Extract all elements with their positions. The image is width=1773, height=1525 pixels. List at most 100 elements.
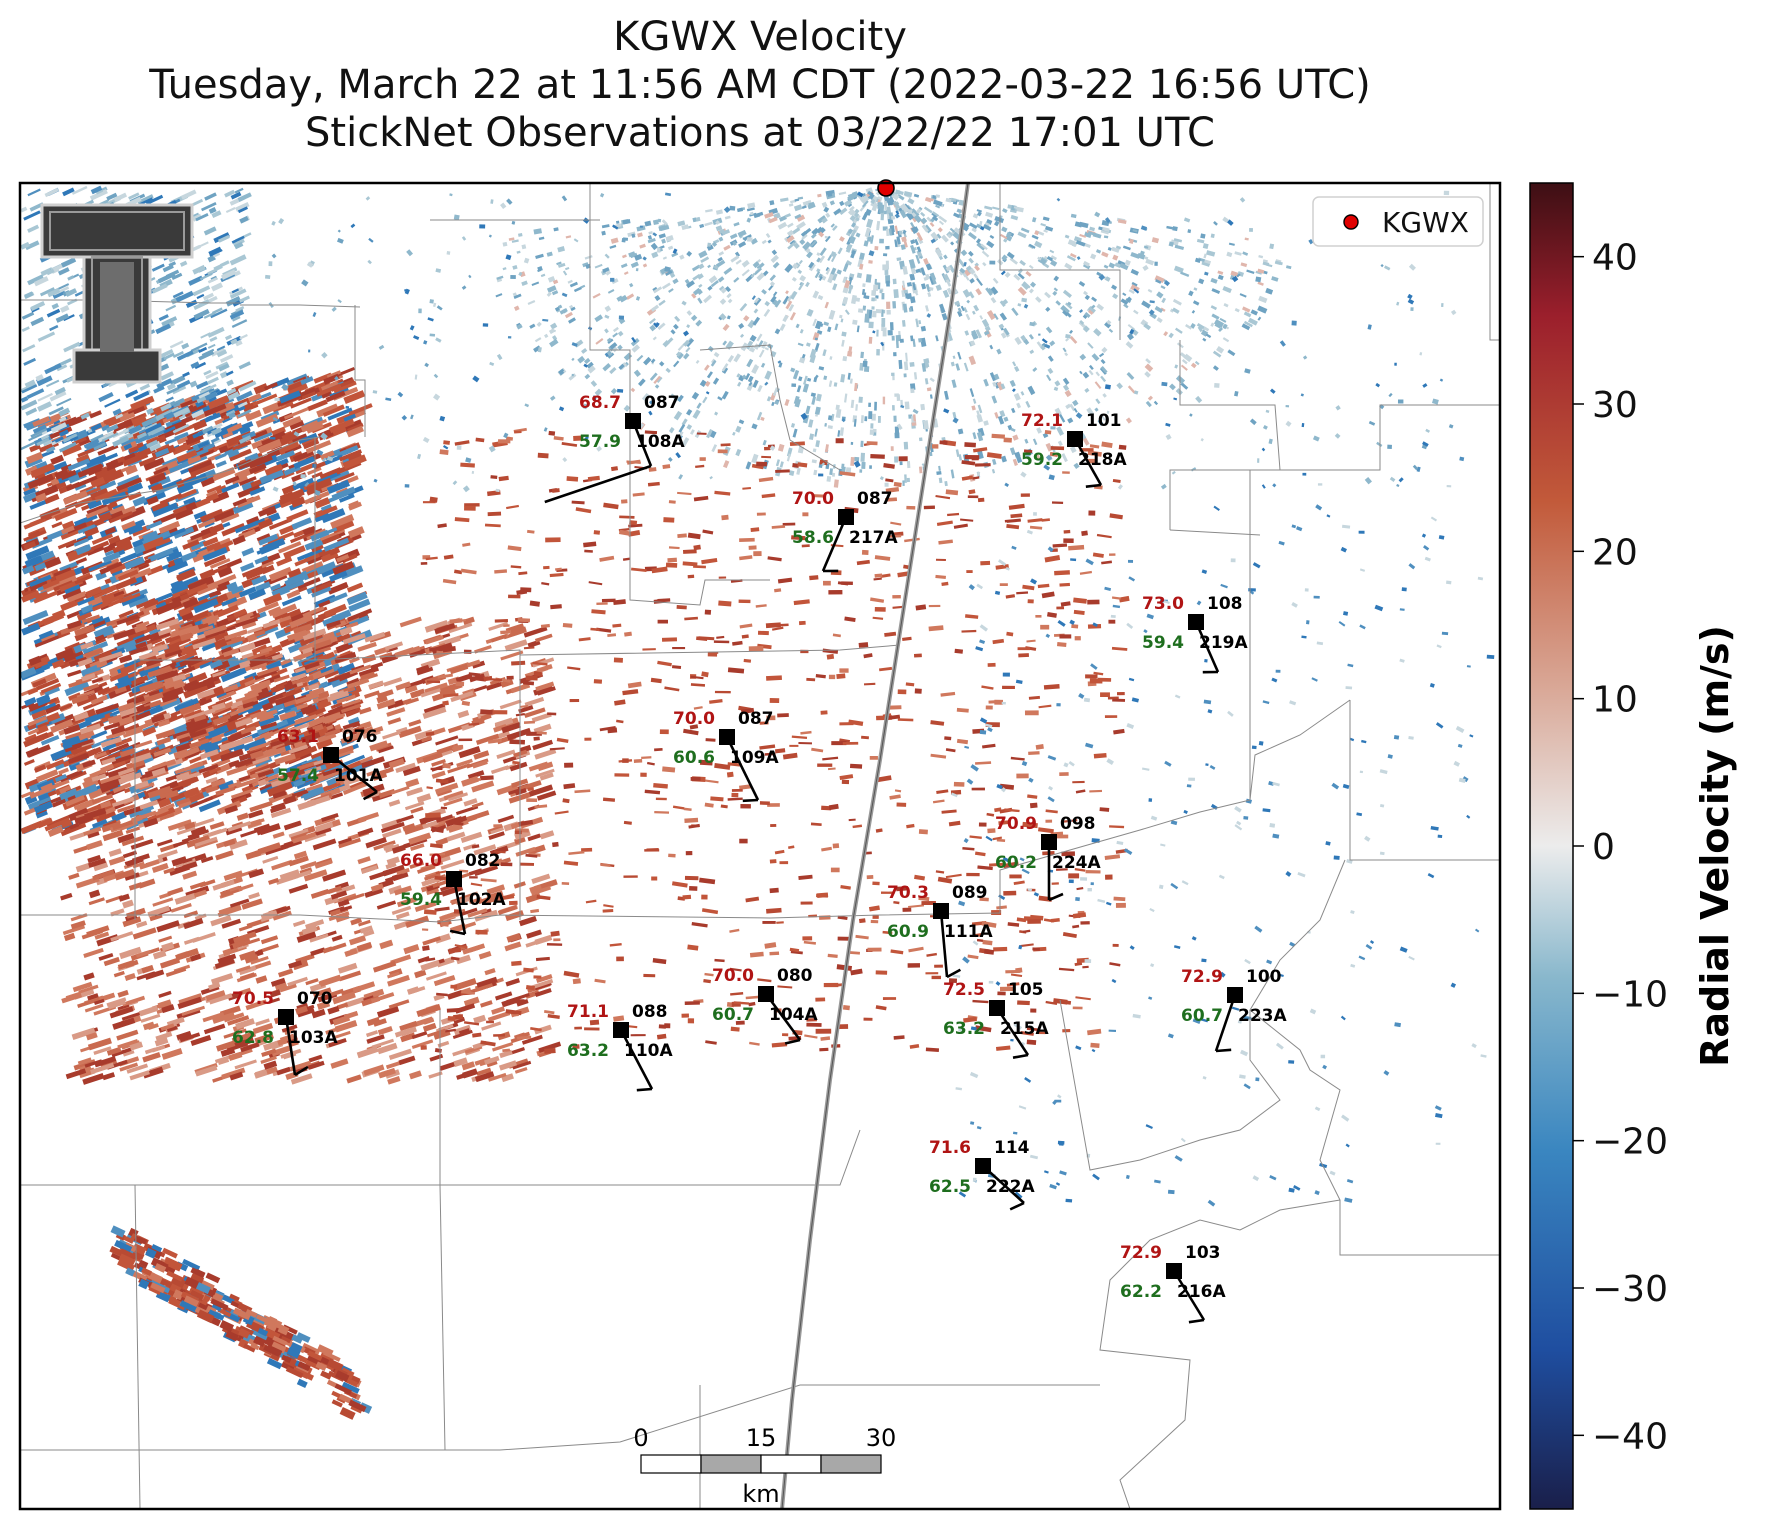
wind-barb-staff xyxy=(619,1029,654,1090)
station-temperature: 70.0 xyxy=(673,709,715,729)
station-wind-direction: 087 xyxy=(857,489,893,509)
legend-label: KGWX xyxy=(1382,206,1469,239)
station-temperature: 70.0 xyxy=(792,489,834,509)
station-dewpoint: 62.5 xyxy=(929,1177,971,1197)
wind-barb-flag xyxy=(362,790,378,801)
station-id: 109A xyxy=(730,748,779,768)
colorbar-tick-label: 30 xyxy=(1592,385,1638,426)
scale-tick-0: 0 xyxy=(633,1424,648,1452)
colorbar-ticks: 40 30 20 10 0 −10 −20 −30 −40 xyxy=(1573,238,1668,1457)
station-marker xyxy=(989,1000,1005,1016)
station-marker xyxy=(1166,1263,1182,1279)
station-marker xyxy=(323,747,339,763)
wind-barb-flag xyxy=(636,1087,653,1092)
wind-barb-staff xyxy=(939,910,949,978)
colorbar-gradient xyxy=(1529,182,1574,1510)
wind-barb-flag xyxy=(1188,1318,1205,1324)
station-103a: 70.5 070 62.8 103A xyxy=(232,989,338,1077)
station-dewpoint: 63.2 xyxy=(567,1041,609,1061)
station-id: 111A xyxy=(944,922,993,942)
colorbar-tick-label: 40 xyxy=(1592,238,1638,279)
station-223a: 72.9 100 60.7 223A xyxy=(1181,967,1287,1053)
wind-barb-staff xyxy=(452,878,467,935)
wind-barb-staff xyxy=(284,1016,297,1076)
station-218a: 72.1 101 59.2 218A xyxy=(1021,411,1127,488)
wind-barb-flag xyxy=(946,968,962,979)
wind-barb-flag xyxy=(449,929,466,936)
logo-emblem xyxy=(40,203,194,384)
station-dewpoint: 60.7 xyxy=(1181,1006,1223,1026)
title-time: Tuesday, March 22 at 11:56 AM CDT (2022-… xyxy=(149,62,1371,108)
station-marker xyxy=(613,1022,629,1038)
colorbar-tick-label: 20 xyxy=(1592,532,1638,573)
station-id: 103A xyxy=(289,1028,338,1048)
wind-barb-staff xyxy=(1214,994,1237,1052)
station-216a: 72.9 103 62.2 216A xyxy=(1120,1243,1226,1324)
station-marker xyxy=(838,509,854,525)
station-id: 222A xyxy=(986,1177,1035,1197)
station-temperature: 71.1 xyxy=(567,1002,609,1022)
station-wind-direction: 087 xyxy=(738,709,774,729)
scale-tick-15: 15 xyxy=(746,1424,777,1452)
station-wind-direction: 080 xyxy=(777,966,813,986)
station-219a: 73.0 108 59.4 219A xyxy=(1142,594,1248,674)
station-temperature: 72.9 xyxy=(1120,1243,1162,1263)
station-temperature: 63.1 xyxy=(277,727,319,747)
colorbar-tick-label: −10 xyxy=(1592,974,1668,1015)
station-marker xyxy=(758,986,774,1002)
station-dewpoint: 62.2 xyxy=(1120,1282,1162,1302)
wind-barb-flag xyxy=(1009,1201,1025,1211)
station-wind-direction: 100 xyxy=(1246,967,1282,987)
station-wind-direction: 088 xyxy=(632,1002,668,1022)
station-110a: 71.1 088 63.2 110A xyxy=(567,1002,673,1092)
station-temperature: 72.5 xyxy=(943,980,985,1000)
velocity-field xyxy=(20,185,1495,1420)
station-id: 110A xyxy=(624,1041,673,1061)
station-108a: 68.7 087 57.9 108A xyxy=(544,393,685,504)
station-wind-direction: 105 xyxy=(1008,980,1044,1000)
wind-barb-staff xyxy=(725,736,760,801)
station-id: 218A xyxy=(1078,450,1127,470)
colorbar-tick-label: 0 xyxy=(1592,827,1615,868)
station-wind-direction: 108 xyxy=(1207,594,1243,614)
station-id: 219A xyxy=(1199,633,1248,653)
station-temperature: 71.6 xyxy=(929,1138,971,1158)
station-217a: 70.0 087 58.6 217A xyxy=(792,489,898,573)
colorbar-tick-label: −40 xyxy=(1592,1416,1668,1457)
station-id: 102A xyxy=(457,890,506,910)
wind-barb-staff xyxy=(821,516,848,572)
map-frame xyxy=(18,181,1502,1511)
colorbar-label: Radial Velocity (m/s) xyxy=(1693,625,1737,1067)
station-wind-direction: 089 xyxy=(952,883,988,903)
legend-box: KGWX xyxy=(1312,196,1484,247)
station-wind-direction: 103 xyxy=(1185,1243,1221,1263)
county-boundaries xyxy=(20,183,1500,1509)
station-dewpoint: 59.4 xyxy=(1142,633,1184,653)
wind-barb-flag xyxy=(544,464,652,504)
interstate-highway xyxy=(780,183,970,1509)
wind-barb-flag xyxy=(742,798,759,803)
colorbar-tick-label: 10 xyxy=(1592,680,1638,721)
station-id: 223A xyxy=(1238,1006,1287,1026)
station-dewpoint: 57.9 xyxy=(579,432,621,452)
station-wind-direction: 098 xyxy=(1060,814,1096,834)
station-dewpoint: 60.7 xyxy=(712,1005,754,1025)
station-dewpoint: 58.6 xyxy=(792,528,834,548)
station-temperature: 66.0 xyxy=(400,851,442,871)
stations-layer: 68.7 087 57.9 108A 72.1 101 59.2 218A 70.0 087 58.… xyxy=(232,393,1287,1324)
station-109a: 70.0 087 60.6 109A xyxy=(673,709,779,803)
station-marker xyxy=(625,413,641,429)
wind-barb-flag xyxy=(294,1065,309,1077)
station-dewpoint: 57.4 xyxy=(277,766,319,786)
station-temperature: 70.3 xyxy=(887,883,929,903)
station-marker xyxy=(446,871,462,887)
station-temperature: 70.5 xyxy=(232,989,274,1009)
station-wind-direction: 076 xyxy=(342,727,378,747)
station-marker xyxy=(933,903,949,919)
station-id: 104A xyxy=(769,1005,818,1025)
station-111a: 70.3 089 60.9 111A xyxy=(887,883,993,979)
station-marker xyxy=(1041,834,1057,850)
title-radar: KGWX Velocity xyxy=(613,14,907,60)
station-id: 224A xyxy=(1052,853,1101,873)
